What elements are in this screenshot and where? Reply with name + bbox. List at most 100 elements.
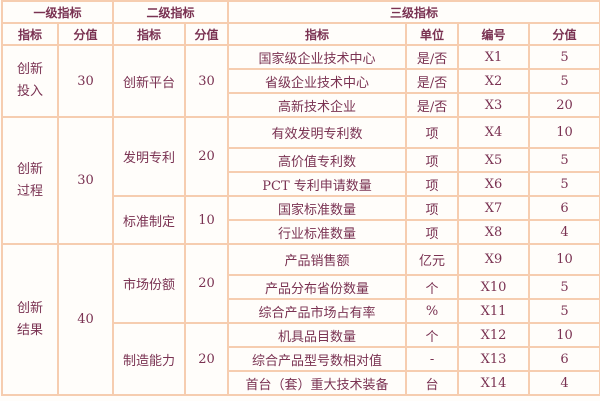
table-row: 标准制定 10 国家标准数量项 X7 6 bbox=[2, 195, 600, 245]
header-l3-code: 编号 bbox=[457, 22, 531, 46]
level2-score: 30 bbox=[184, 44, 230, 118]
level3-unit: 项 bbox=[405, 171, 460, 197]
level2-score: 20 bbox=[184, 116, 230, 197]
level3-unit: 是/否 bbox=[405, 92, 460, 118]
header-l3-score: 分值 bbox=[528, 22, 600, 46]
level3-code: X13 bbox=[457, 346, 531, 372]
level3-score: 5 bbox=[528, 171, 600, 197]
level3-unit: 项 bbox=[405, 219, 460, 245]
level1-name-line1: 创新 bbox=[16, 161, 43, 177]
header-row-levels: 一级指标 二级指标 三级指标 bbox=[0, 0, 600, 24]
header-row-columns: 指标 分值 指标 分值 指标 单位 编号 分值 bbox=[1, 22, 600, 46]
level2-indicator: 制造能力 bbox=[112, 322, 187, 396]
header-level2: 二级指标 bbox=[112, 0, 230, 24]
header-l1-indicator: 指标 bbox=[1, 22, 59, 46]
level3-score: 5 bbox=[528, 147, 600, 173]
level1-indicator: 创新 投入 bbox=[1, 44, 59, 118]
level2-indicator: 创新平台 bbox=[112, 44, 187, 118]
level3-unit: 个 bbox=[405, 322, 460, 348]
level3-code: X12 bbox=[457, 322, 531, 348]
level3-score: 4 bbox=[528, 370, 600, 396]
level1-name-line1: 创新 bbox=[16, 300, 43, 316]
level3-indicator: 综合产品市场占有率 bbox=[227, 298, 408, 324]
table-row: 首台（套）重大技术装备台 X14 4 bbox=[2, 370, 600, 396]
table-row: 高新技术企业 是/否 X3 20 bbox=[2, 92, 600, 118]
header-l3-indicator: 指标 bbox=[227, 22, 408, 46]
level3-code: X9 bbox=[457, 243, 531, 276]
level3-score: 5 bbox=[528, 298, 600, 324]
level3-code: X11 bbox=[457, 298, 531, 324]
level1-score: 30 bbox=[56, 44, 115, 118]
level3-indicator: 有效发明专利数 bbox=[227, 116, 408, 149]
level3-unit: 是/否 bbox=[405, 68, 460, 94]
level3-unit: 项 bbox=[405, 195, 460, 221]
level3-score: 10 bbox=[528, 116, 600, 149]
header-l3-unit: 单位 bbox=[405, 22, 460, 46]
level1-score: 40 bbox=[56, 243, 115, 396]
table-row: 创新 结果 40 市场份额 20 产品销售额 亿元 X9 10 bbox=[1, 243, 600, 396]
level3-unit: 项 bbox=[405, 147, 460, 173]
table-row: 创新 过程 30 发明专利 20 有效发明专利数项 X4 10 bbox=[1, 116, 600, 245]
level3-score: 6 bbox=[528, 346, 600, 372]
level3-code: X7 bbox=[457, 195, 531, 221]
level3-indicator: 省级企业技术中心 bbox=[227, 68, 408, 94]
level2-score: 20 bbox=[184, 322, 230, 396]
header-level3: 三级指标 bbox=[227, 0, 600, 24]
level3-indicator: 高新技术企业 bbox=[227, 92, 408, 118]
table-body: 创新 投入 30 创新平台 30 国家级企业技术中心 是/否 X1 5 省级企业技术中心 是/否 X2… bbox=[1, 44, 600, 396]
level3-code: X8 bbox=[457, 219, 531, 245]
level3-unit: 台 bbox=[405, 370, 460, 396]
level3-code: X4 bbox=[457, 116, 531, 149]
level2-indicator: 市场份额 bbox=[112, 243, 187, 324]
level3-indicator: 首台（套）重大技术装备 bbox=[227, 370, 408, 396]
level3-indicator: 行业标准数量 bbox=[227, 219, 408, 245]
level3-indicator: PCT 专利申请数量 bbox=[227, 171, 408, 197]
level3-unit: - bbox=[405, 346, 460, 372]
level3-code: X2 bbox=[457, 68, 531, 94]
level3-score: 4 bbox=[528, 219, 600, 245]
table-row: 产品分布省份数量个 X10 5 bbox=[2, 274, 600, 300]
header-l1-score: 分值 bbox=[56, 22, 115, 46]
level3-indicator: 高价值专利数 bbox=[227, 147, 408, 173]
header-l2-score: 分值 bbox=[184, 22, 230, 46]
level3-unit: 是/否 bbox=[405, 44, 460, 70]
table-row: 行业标准数量项 X8 4 bbox=[2, 219, 600, 245]
level3-unit: 个 bbox=[405, 274, 460, 300]
table-row: 创新 投入 30 创新平台 30 国家级企业技术中心 是/否 X1 5 bbox=[1, 44, 600, 118]
level1-score: 30 bbox=[56, 116, 115, 245]
level3-unit: 亿元 bbox=[405, 243, 460, 276]
table-row: 高价值专利数项 X5 5 bbox=[2, 147, 600, 173]
level3-code: X6 bbox=[457, 171, 531, 197]
table-row: 综合产品型号数相对值 - X13 6 bbox=[2, 346, 600, 372]
table-row: PCT 专利申请数量项 X6 5 bbox=[2, 171, 600, 197]
table-row: 省级企业技术中心 是/否 X2 5 bbox=[2, 68, 600, 94]
level2-indicator: 发明专利 bbox=[112, 116, 187, 197]
level3-indicator: 国家级企业技术中心 bbox=[227, 44, 408, 70]
level3-unit: 项 bbox=[405, 116, 460, 149]
level1-name-line2: 结果 bbox=[16, 322, 43, 338]
level3-unit: % bbox=[405, 298, 460, 324]
level3-score: 5 bbox=[528, 274, 600, 300]
level2-indicator: 标准制定 bbox=[112, 195, 187, 245]
level3-indicator: 国家标准数量 bbox=[227, 195, 408, 221]
level3-score: 6 bbox=[528, 195, 600, 221]
level3-score: 10 bbox=[528, 322, 600, 348]
level1-name-line2: 过程 bbox=[16, 183, 43, 199]
level3-indicator: 机具品目数量 bbox=[227, 322, 408, 348]
level3-score: 5 bbox=[528, 44, 600, 70]
level3-code: X5 bbox=[457, 147, 531, 173]
level3-code: X3 bbox=[457, 92, 531, 118]
level3-code: X10 bbox=[457, 274, 531, 300]
level1-name-line1: 创新 bbox=[16, 62, 43, 77]
level1-indicator: 创新 结果 bbox=[1, 243, 59, 396]
header-level1: 一级指标 bbox=[0, 0, 115, 24]
table-row: 制造能力 20 机具品目数量个 X12 10 bbox=[2, 322, 600, 396]
level2-score: 20 bbox=[184, 243, 230, 324]
level3-code: X14 bbox=[457, 370, 531, 396]
level3-indicator: 产品分布省份数量 bbox=[227, 274, 408, 300]
level1-indicator: 创新 过程 bbox=[1, 116, 59, 245]
table-row: 综合产品市场占有率% X11 5 bbox=[2, 298, 600, 324]
level3-indicator: 综合产品型号数相对值 bbox=[227, 346, 408, 372]
header-l2-indicator: 指标 bbox=[112, 22, 187, 46]
